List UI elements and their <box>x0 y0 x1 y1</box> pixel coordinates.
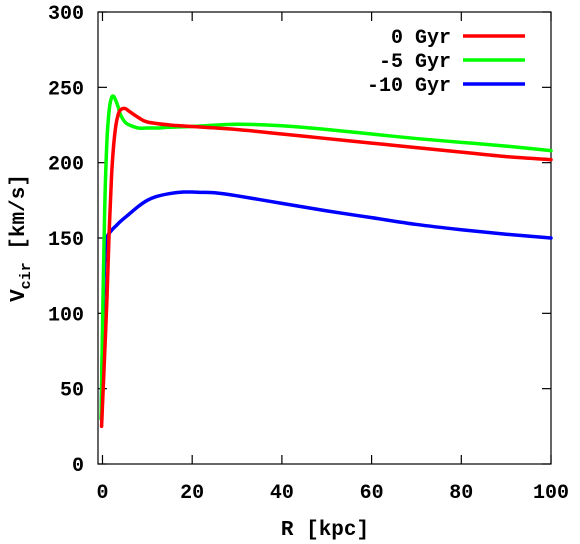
y-axis-title-sub: cir <box>18 262 35 289</box>
y-tick-label: 150 <box>48 229 84 252</box>
tick-labels: 0 20 40 60 80 100 0 50 100 150 200 250 300 <box>48 3 569 505</box>
y-axis-title-main: V <box>8 289 31 302</box>
legend-label: -5 Gyr <box>379 51 451 74</box>
plot-frame <box>97 11 552 465</box>
y-tick-label: 100 <box>48 304 84 327</box>
x-tick-label: 20 <box>180 482 204 505</box>
legend-label: 0 Gyr <box>391 27 451 50</box>
legend: 0 Gyr-5 Gyr-10 Gyr <box>367 27 525 98</box>
y-axis-title-rest: [km/s] <box>8 174 31 262</box>
series-lines <box>99 94 553 429</box>
y-tick-label: 200 <box>48 154 84 177</box>
x-tick-label: 80 <box>449 482 473 505</box>
axis-ticks <box>98 11 552 465</box>
x-tick-label: 0 <box>96 482 108 505</box>
legend-label: -10 Gyr <box>367 75 451 98</box>
x-tick-label: 100 <box>533 482 569 505</box>
x-axis-title: R [kpc] <box>281 519 369 542</box>
y-tick-label: 300 <box>48 3 84 26</box>
y-tick-label: 0 <box>72 455 84 478</box>
series-line <box>99 106 553 429</box>
series-line <box>99 190 553 421</box>
series-line <box>99 94 553 421</box>
y-tick-label: 250 <box>48 78 84 101</box>
y-tick-label: 50 <box>60 380 84 403</box>
y-axis-title: Vcir [km/s] <box>8 174 35 302</box>
x-tick-label: 40 <box>270 482 294 505</box>
x-tick-label: 60 <box>360 482 384 505</box>
